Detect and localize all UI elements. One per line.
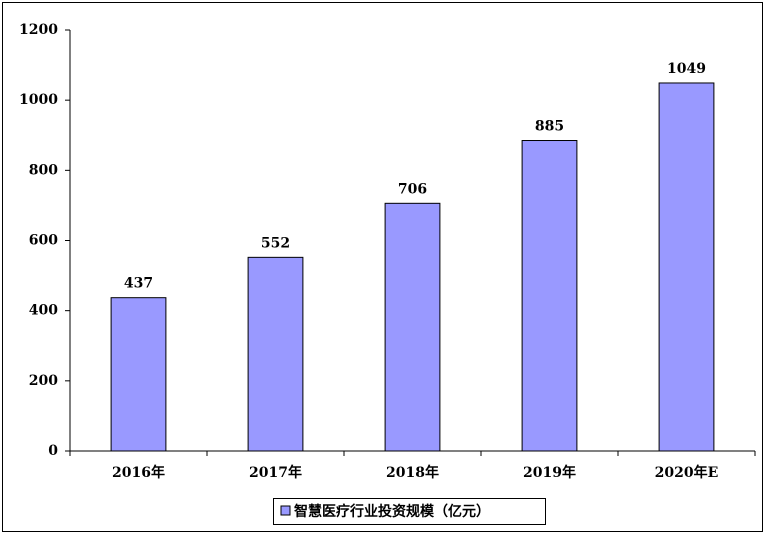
data-label: 706 (398, 181, 427, 197)
x-tick-label: 2020年E (655, 464, 719, 481)
y-tick-label: 1200 (19, 22, 58, 38)
x-tick-label: 2016年 (112, 464, 165, 481)
y-tick-label: 1000 (19, 92, 58, 108)
data-label: 552 (261, 235, 290, 251)
data-label: 885 (535, 119, 564, 135)
bar (658, 82, 715, 452)
y-tick-label: 400 (29, 303, 58, 319)
bar (521, 140, 578, 452)
bar (247, 256, 304, 452)
x-tick-label: 2018年 (386, 464, 439, 481)
legend-label: 智慧医疗行业投资规模（亿元） (293, 503, 490, 520)
legend-box (273, 498, 546, 525)
y-tick-label: 0 (48, 443, 58, 459)
x-tick-label: 2019年 (523, 464, 576, 481)
y-tick-label: 800 (29, 162, 58, 178)
x-tick-label: 2017年 (249, 464, 302, 481)
data-label: 437 (124, 276, 153, 292)
legend-swatch (280, 505, 291, 516)
data-label: 1049 (667, 61, 706, 77)
y-tick-label: 200 (29, 373, 58, 389)
bar (110, 297, 167, 452)
bar (384, 202, 441, 452)
y-tick-label: 600 (29, 233, 58, 249)
